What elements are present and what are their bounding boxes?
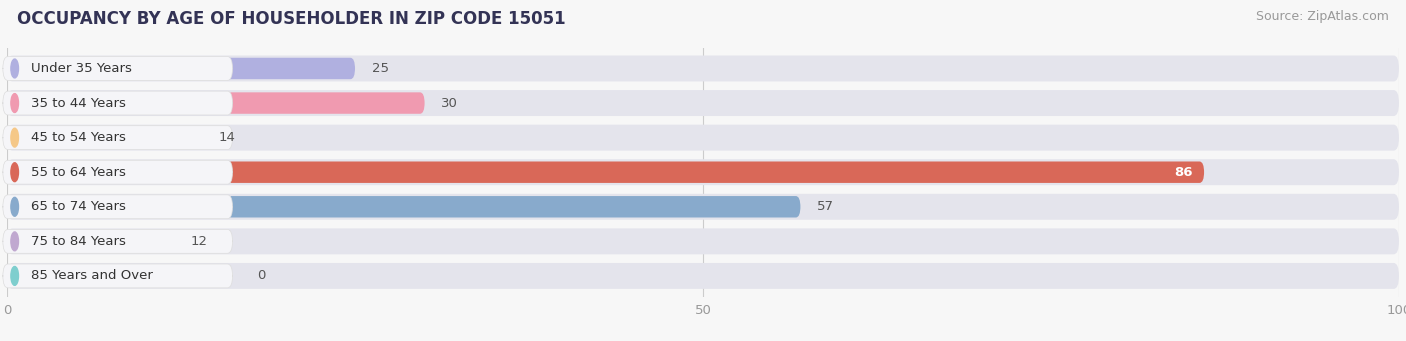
- FancyBboxPatch shape: [3, 195, 232, 219]
- FancyBboxPatch shape: [7, 263, 1399, 289]
- Circle shape: [10, 265, 18, 287]
- FancyBboxPatch shape: [7, 127, 202, 148]
- FancyBboxPatch shape: [7, 228, 1399, 254]
- Text: Under 35 Years: Under 35 Years: [31, 62, 132, 75]
- Text: 0: 0: [257, 269, 266, 282]
- Circle shape: [11, 128, 18, 147]
- FancyBboxPatch shape: [3, 264, 232, 288]
- Text: Source: ZipAtlas.com: Source: ZipAtlas.com: [1256, 10, 1389, 23]
- FancyBboxPatch shape: [7, 56, 1399, 81]
- Text: 86: 86: [1174, 166, 1192, 179]
- Text: 55 to 64 Years: 55 to 64 Years: [31, 166, 127, 179]
- FancyBboxPatch shape: [3, 160, 232, 184]
- Text: 14: 14: [218, 131, 235, 144]
- Text: 65 to 74 Years: 65 to 74 Years: [31, 200, 127, 213]
- Circle shape: [11, 163, 18, 182]
- Text: 57: 57: [817, 200, 834, 213]
- Text: 30: 30: [441, 97, 458, 109]
- FancyBboxPatch shape: [7, 162, 1204, 183]
- Circle shape: [11, 59, 18, 78]
- FancyBboxPatch shape: [7, 159, 1399, 185]
- FancyBboxPatch shape: [3, 229, 232, 253]
- Circle shape: [11, 197, 18, 216]
- Text: 25: 25: [371, 62, 388, 75]
- FancyBboxPatch shape: [7, 125, 1399, 151]
- FancyBboxPatch shape: [3, 126, 232, 150]
- FancyBboxPatch shape: [7, 58, 354, 79]
- Text: OCCUPANCY BY AGE OF HOUSEHOLDER IN ZIP CODE 15051: OCCUPANCY BY AGE OF HOUSEHOLDER IN ZIP C…: [17, 10, 565, 28]
- Text: 12: 12: [191, 235, 208, 248]
- FancyBboxPatch shape: [7, 92, 425, 114]
- FancyBboxPatch shape: [7, 194, 1399, 220]
- Text: 75 to 84 Years: 75 to 84 Years: [31, 235, 127, 248]
- Text: 35 to 44 Years: 35 to 44 Years: [31, 97, 127, 109]
- Circle shape: [11, 267, 18, 285]
- FancyBboxPatch shape: [7, 90, 1399, 116]
- Circle shape: [11, 232, 18, 251]
- FancyBboxPatch shape: [7, 231, 174, 252]
- FancyBboxPatch shape: [7, 196, 800, 218]
- FancyBboxPatch shape: [3, 91, 232, 115]
- Circle shape: [11, 94, 18, 113]
- FancyBboxPatch shape: [3, 57, 232, 80]
- Text: 45 to 54 Years: 45 to 54 Years: [31, 131, 127, 144]
- Text: 85 Years and Over: 85 Years and Over: [31, 269, 153, 282]
